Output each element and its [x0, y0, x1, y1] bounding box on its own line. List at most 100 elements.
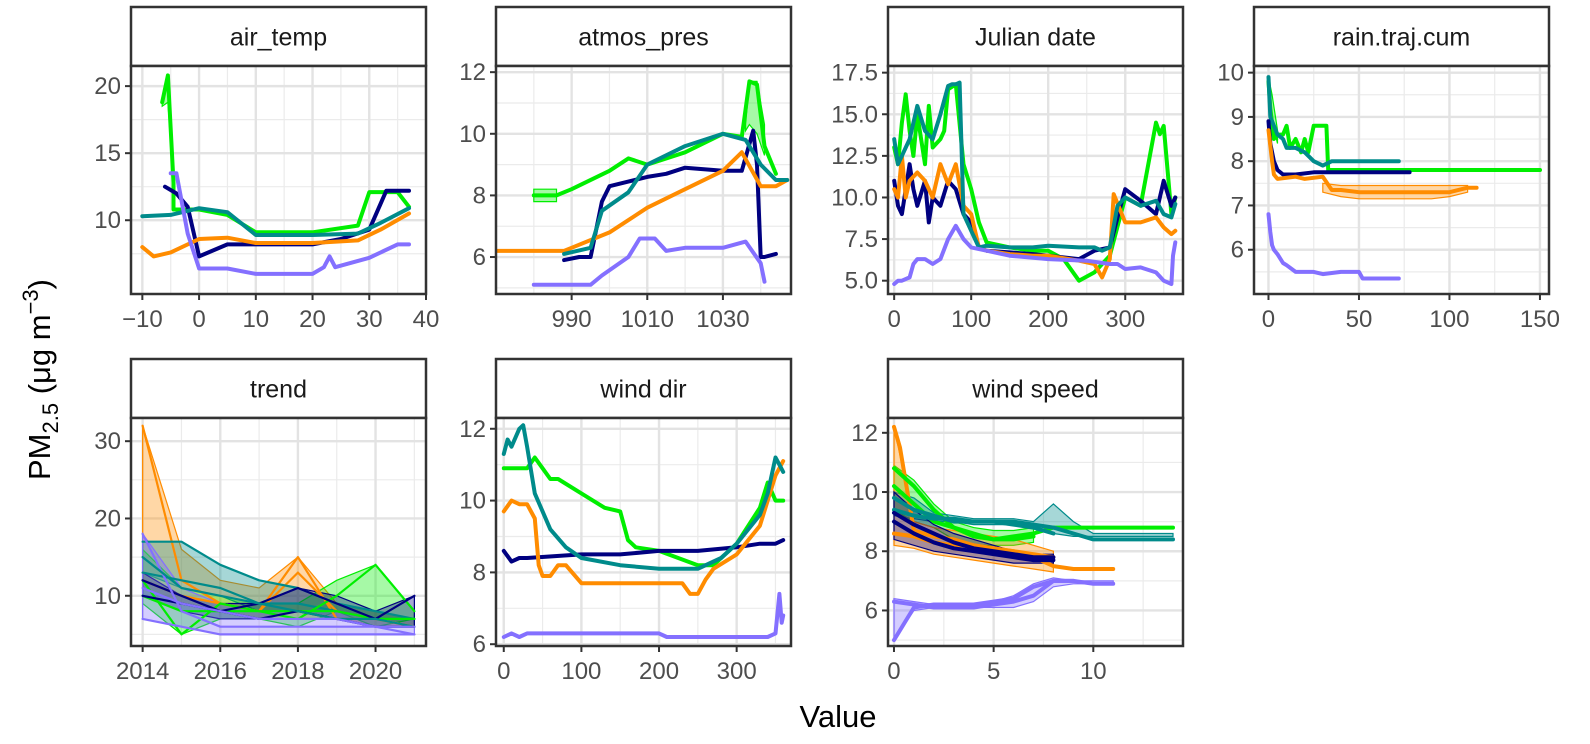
y-tick-label: 12 [459, 416, 486, 443]
series-line [141, 594, 416, 621]
y-axis-title: PM2.5 (μg m−3) [18, 279, 63, 480]
series-line [892, 495, 1056, 536]
panel-border [129, 416, 428, 648]
x-tick-label: 150 [1520, 306, 1560, 333]
series-line [1266, 128, 1479, 195]
series-line [892, 519, 1056, 563]
y-tick-label: 10 [459, 488, 486, 515]
y-tick-label: 10 [94, 207, 121, 234]
y-tick-label: 12.5 [831, 143, 878, 170]
series-line [501, 423, 786, 571]
y-tick-label: 9 [1231, 104, 1244, 131]
panel-strip [886, 5, 1185, 68]
y-tick-label: 8 [473, 182, 486, 209]
panel-axes: 2014 2016 2018 2020 10 20 30 [94, 428, 402, 685]
x-tick-label: 2020 [349, 658, 402, 685]
panel-wind-speed: wind speed 0 5 10 6 8 10 12 [851, 357, 1185, 685]
series-line [892, 484, 1036, 542]
x-tick-label: 1030 [696, 306, 749, 333]
series-line [892, 578, 1076, 643]
y-tick-label: 8 [473, 559, 486, 586]
x-tick-label: 2018 [271, 658, 324, 685]
series-line [501, 591, 786, 639]
panel-strip [494, 5, 793, 68]
series-line [141, 540, 416, 621]
x-tick-label: 0 [497, 658, 510, 685]
panel-title: rain.traj.cum [1333, 24, 1471, 52]
panel-gridlines [496, 66, 791, 294]
y-tick-label: 15.0 [831, 101, 878, 128]
panel-trend: trend 2014 2016 2018 2020 10 20 30 [94, 357, 428, 685]
y-tick-label: 6 [473, 631, 486, 658]
x-tick-label: 100 [1429, 306, 1469, 333]
panel-axes: 0 100 200 300 6 8 10 12 [459, 416, 756, 685]
x-tick-label: 1010 [621, 306, 674, 333]
y-tick-label: 20 [94, 73, 121, 100]
panel-strip [129, 5, 428, 68]
x-tick-label: 5 [987, 658, 1000, 685]
series-line [501, 455, 786, 568]
x-tick-label: 200 [1028, 306, 1068, 333]
x-tick-label: 2016 [194, 658, 247, 685]
x-axis-title: Value [800, 699, 877, 734]
series-line [1266, 212, 1401, 281]
y-axis-title-part: PM [22, 434, 57, 481]
y-tick-label: 10 [851, 479, 878, 506]
panel-title: trend [250, 376, 307, 404]
y-axis-title-part: ) [22, 279, 57, 289]
panel-axes: 990 1010 1030 6 8 10 12 [459, 59, 749, 333]
y-tick-label: 12 [851, 420, 878, 447]
panel-gridlines [1254, 66, 1549, 294]
panel-data [892, 80, 1178, 286]
y-axis-title-part: 2.5 [38, 403, 63, 434]
series-line [141, 532, 416, 636]
x-tick-label: 30 [356, 306, 383, 333]
series-line [501, 538, 786, 564]
y-tick-label: 30 [94, 428, 121, 455]
panel-axes: −10 0 10 20 30 40 10 15 20 [94, 73, 439, 333]
x-tick-label: 300 [1105, 306, 1145, 333]
panel-title: wind dir [599, 376, 686, 404]
x-tick-label: 0 [1262, 306, 1275, 333]
x-tick-label: 10 [242, 306, 269, 333]
x-tick-label: 100 [561, 658, 601, 685]
panel-julian-date: Julian date 0 100 200 300 5.0 7.5 10.0 12.5 15.0 1… [831, 5, 1185, 333]
series-line [141, 555, 416, 628]
panel-strip [1252, 5, 1551, 68]
y-axis-title-part: −3 [18, 289, 43, 314]
series-line [562, 131, 790, 256]
y-tick-label: 15 [94, 140, 121, 167]
x-tick-label: 20 [299, 306, 326, 333]
panel-strip [129, 357, 428, 420]
y-tick-label: 10.0 [831, 184, 878, 211]
y-tick-label: 8 [1231, 148, 1244, 175]
series-line [496, 150, 790, 253]
y-tick-label: 7 [1231, 192, 1244, 219]
y-tick-label: 17.5 [831, 60, 878, 87]
panel-strip [494, 357, 793, 420]
y-axis-title-text: PM2.5 (μg m−3) [18, 279, 63, 480]
panel-data [496, 79, 790, 287]
panel-title: Julian date [975, 24, 1096, 52]
y-tick-label: 10 [1217, 60, 1244, 87]
x-tick-label: 0 [192, 306, 205, 333]
panel-border [494, 64, 793, 296]
panel-data [892, 424, 1175, 643]
panel-strip [886, 357, 1185, 420]
panel-background [1254, 66, 1549, 294]
y-tick-label: 6 [1231, 237, 1244, 264]
y-tick-label: 7.5 [845, 226, 878, 253]
series-line [501, 459, 786, 596]
y-tick-label: 10 [459, 121, 486, 148]
y-tick-label: 10 [94, 583, 121, 610]
panel-title: atmos_pres [578, 24, 709, 52]
series-line [141, 579, 416, 621]
panel-data [141, 424, 416, 636]
y-tick-label: 12 [459, 59, 486, 86]
series-line [531, 236, 767, 287]
panel-axes: 0 100 200 300 5.0 7.5 10.0 12.5 15.0 17.5 [831, 60, 1145, 333]
panel-data [140, 73, 411, 276]
x-tick-label: 0 [887, 658, 900, 685]
panel-axes: 0 5 10 6 8 10 12 [851, 420, 1106, 685]
panel-title: wind speed [971, 376, 1098, 404]
